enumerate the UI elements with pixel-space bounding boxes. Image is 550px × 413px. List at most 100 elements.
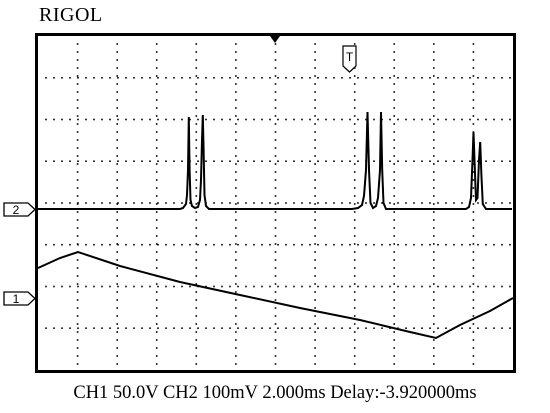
grid-dot <box>353 203 356 205</box>
grid-dot <box>285 285 287 288</box>
grid-dot <box>195 91 198 93</box>
grid-dot <box>195 307 198 309</box>
grid-dot <box>472 123 475 125</box>
ch2-marker[interactable]: 2 <box>3 202 36 217</box>
grid-dot <box>389 160 391 162</box>
grid-dot <box>69 160 71 162</box>
grid-dot <box>116 235 118 237</box>
grid-dot <box>76 219 79 221</box>
grid-dot <box>195 227 198 229</box>
grid-dot <box>353 363 356 365</box>
grid-dot <box>393 355 395 357</box>
grid-dot <box>61 160 63 162</box>
grid-dot <box>317 243 319 246</box>
grid-dot <box>353 291 356 293</box>
grid-dot <box>195 99 198 101</box>
grid-dot <box>173 327 175 329</box>
grid-dot <box>477 202 479 204</box>
grid-dot <box>397 285 399 288</box>
grid-dot <box>285 118 287 121</box>
grid-dot <box>155 171 158 173</box>
grid-dot <box>155 267 158 269</box>
grid-dot <box>433 115 435 117</box>
grid-dot <box>393 179 395 181</box>
grid-dot <box>116 163 118 165</box>
grid-dot <box>314 67 316 69</box>
grid-dot <box>333 327 335 329</box>
grid-dot <box>77 327 79 329</box>
grid-dot <box>501 118 503 121</box>
grid-dot <box>76 227 79 229</box>
grid-dot <box>116 219 118 221</box>
grid-dot <box>453 202 455 204</box>
grid-dot <box>235 51 237 53</box>
grid-dot <box>274 51 277 53</box>
grid-dot <box>155 147 158 149</box>
grid-dot <box>373 327 375 329</box>
grid-dot <box>116 43 118 45</box>
grid-dot <box>85 160 87 162</box>
grid-dot <box>155 363 158 365</box>
grid-dot <box>314 299 316 301</box>
grid-dot <box>76 323 79 325</box>
grid-dot <box>421 160 423 162</box>
trigger-position-marker <box>270 36 280 43</box>
grid-dot <box>245 118 247 121</box>
grid-dot <box>76 171 79 173</box>
grid-dot <box>195 115 198 117</box>
grid-dot <box>393 187 395 189</box>
grid-dot <box>301 160 303 162</box>
grid-dot <box>235 139 237 141</box>
grid-dot <box>353 195 356 197</box>
grid-dot <box>472 227 475 229</box>
grid-dot <box>77 243 79 246</box>
grid-dot <box>76 91 79 93</box>
grid-dot <box>472 291 475 293</box>
grid-dot <box>357 285 359 288</box>
grid-dot <box>125 327 127 329</box>
grid-dot <box>45 118 47 121</box>
grid-dot <box>155 299 158 301</box>
grid-dot <box>61 243 63 246</box>
ch1-marker[interactable]: 1 <box>3 291 36 306</box>
grid-dot <box>116 75 118 77</box>
grid-dot <box>235 123 237 125</box>
grid-dot <box>314 355 316 357</box>
grid-dot <box>117 118 119 121</box>
grid-dot <box>433 131 435 133</box>
timebase: 2.000ms <box>262 383 326 403</box>
grid-dot <box>353 91 356 93</box>
grid-dot <box>314 99 316 101</box>
grid-dot <box>413 327 415 329</box>
grid-dot <box>195 195 198 197</box>
grid-dot <box>461 285 463 288</box>
grid-dot <box>461 202 463 204</box>
grid-dot <box>116 331 118 333</box>
grid-dot <box>235 235 237 237</box>
grid-dot <box>274 171 277 173</box>
grid-dot <box>213 327 215 329</box>
grid-dot <box>353 131 356 133</box>
grid-dot <box>421 77 423 79</box>
grid-dot <box>101 118 103 121</box>
grid-dot <box>293 285 295 288</box>
grid-dot <box>314 187 316 189</box>
grid-dot <box>221 160 223 162</box>
grid-dot <box>293 202 295 204</box>
grid-dot <box>445 118 447 121</box>
grid-dot <box>195 323 198 325</box>
grid-dot <box>413 77 415 79</box>
grid-dot <box>237 327 239 329</box>
grid-dot <box>116 363 118 365</box>
grid-dot <box>76 195 79 197</box>
grid-dot <box>365 285 367 288</box>
grid-dot <box>433 251 435 253</box>
grid-dot <box>76 267 79 269</box>
grid-dot <box>393 59 395 61</box>
grid-dot <box>393 147 395 149</box>
grid-dot <box>133 202 135 204</box>
grid-dot <box>269 285 271 288</box>
grid-dot <box>229 202 231 204</box>
grid-dot <box>325 243 327 246</box>
grid-dot <box>274 347 277 349</box>
